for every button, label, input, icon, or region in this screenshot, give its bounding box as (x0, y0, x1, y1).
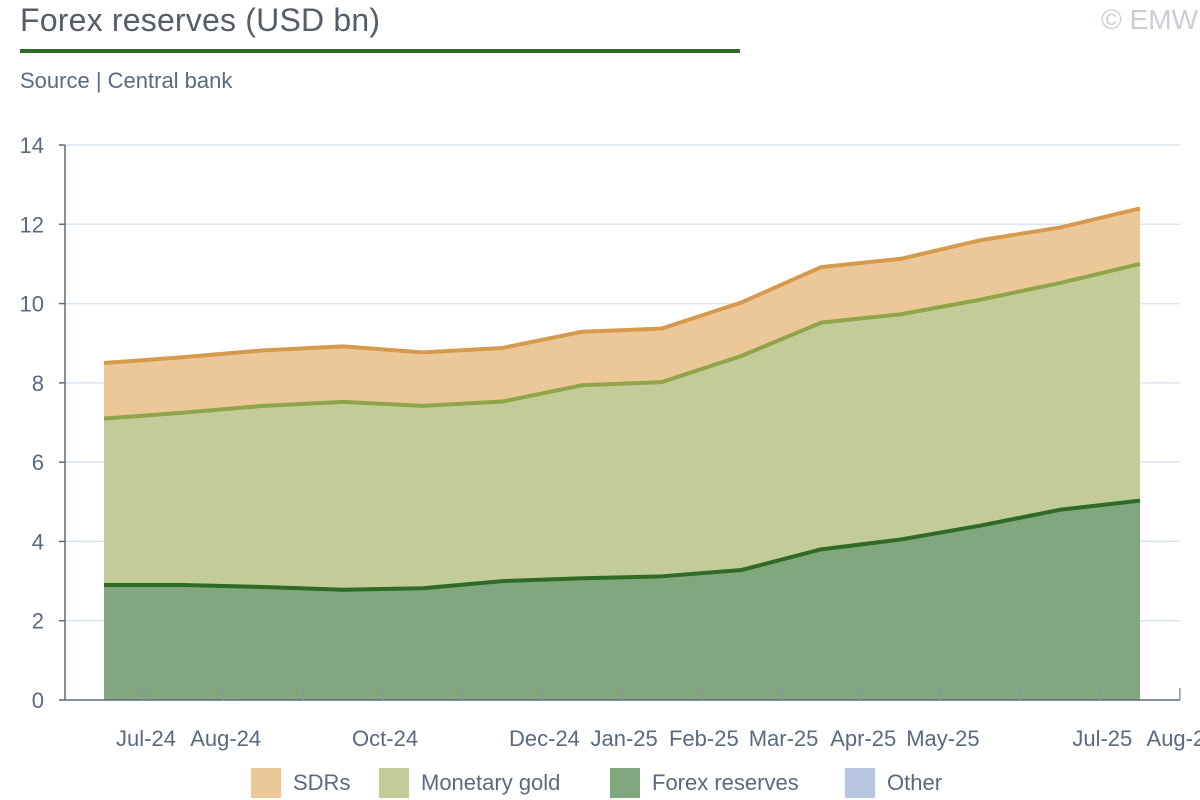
y-tick-label: 10 (20, 292, 44, 317)
legend-label-forex-reserves: Forex reserves (652, 770, 799, 795)
legend-swatch-forex-reserves (610, 768, 640, 798)
y-tick-label: 4 (32, 529, 44, 554)
x-tick-label: Dec-24 (509, 726, 580, 751)
x-tick-label: Aug-24 (190, 726, 261, 751)
y-tick-label: 12 (20, 212, 44, 237)
y-tick-label: 2 (32, 609, 44, 634)
copyright-label: © EMW (1101, 4, 1198, 35)
y-tick-label: 6 (32, 450, 44, 475)
x-tick-label: Jan-25 (591, 726, 658, 751)
line-sdrs (103, 206, 1141, 366)
area-monetary-gold (104, 263, 1140, 590)
legend-label-other: Other (887, 770, 943, 795)
x-tick-label: Feb-25 (669, 726, 739, 751)
x-tick-label: Apr-25 (830, 726, 896, 751)
x-tick-label: Aug-25 (1147, 726, 1200, 751)
title-underline (20, 49, 740, 53)
source-label: Source | Central bank (20, 68, 233, 93)
legend-item-sdrs: SDRs (251, 766, 350, 800)
legend-swatch-monetary-gold (379, 768, 409, 798)
legend-label-monetary-gold: Monetary gold (421, 770, 561, 795)
chart-title: Forex reserves (USD bn) (20, 2, 381, 38)
x-tick-label: Mar-25 (749, 726, 819, 751)
area-forex-reserves (104, 500, 1140, 700)
y-tick-label: 8 (32, 371, 44, 396)
line-monetary-gold (103, 261, 1141, 421)
legend-item-monetary-gold: Monetary gold (379, 766, 560, 800)
legend-label-sdrs: SDRs (293, 770, 351, 795)
x-tick-label: Oct-24 (352, 726, 418, 751)
legend-item-other: Other (845, 766, 942, 800)
line-forex-reserves (104, 498, 1141, 592)
y-tick-label: 0 (32, 688, 44, 713)
legend-swatch-sdrs (251, 768, 281, 798)
x-tick-label: Jul-25 (1072, 726, 1132, 751)
legend-item-forex-reserves: Forex reserves (610, 766, 799, 800)
chart-legend: SDRs Monetary gold Forex reserves Other (0, 766, 1200, 800)
legend-swatch-other (845, 768, 875, 798)
y-tick-label: 14 (20, 133, 44, 158)
x-tick-label: May-25 (906, 726, 979, 751)
x-tick-label: Jul-24 (116, 726, 176, 751)
